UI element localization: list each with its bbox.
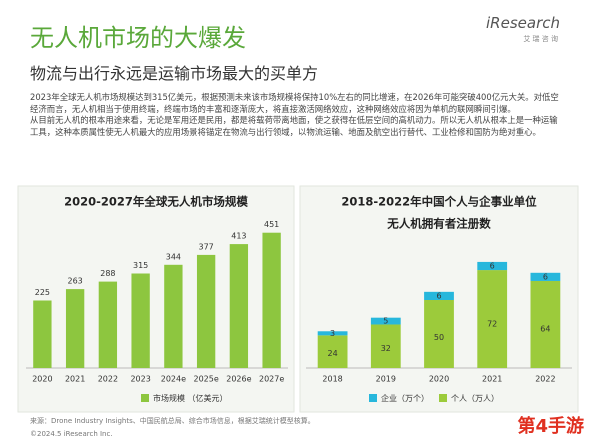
x-tick-label: 2019 xyxy=(376,375,396,384)
legend-label: 个人（万人） xyxy=(451,394,499,403)
x-tick-label: 2020 xyxy=(429,375,449,384)
bar xyxy=(477,270,508,368)
bar xyxy=(477,261,508,271)
legend-swatch xyxy=(141,394,149,402)
bar xyxy=(370,317,401,325)
x-tick-label: 2025e xyxy=(193,375,218,384)
data-label: 3 xyxy=(330,329,335,338)
logo-subtitle: 艾 瑞 咨 询 xyxy=(523,35,558,43)
data-label: 5 xyxy=(383,317,388,326)
data-label: 64 xyxy=(540,324,550,333)
legend-swatch xyxy=(369,394,377,402)
data-label: 377 xyxy=(198,242,213,251)
bar xyxy=(131,273,150,368)
bar xyxy=(98,281,118,368)
data-label: 32 xyxy=(381,344,391,353)
data-label: 50 xyxy=(434,333,444,342)
source: 来源：Drone Industry Insights、中国民航总局、综合市场信息… xyxy=(30,417,315,425)
data-label: 451 xyxy=(264,220,279,229)
data-label: 263 xyxy=(67,277,82,286)
bar xyxy=(370,324,401,368)
x-tick-label: 2020 xyxy=(32,375,52,384)
subtitle: 物流与出行永远是运输市场最大的买单方 xyxy=(30,64,319,83)
data-label: 6 xyxy=(490,262,495,271)
bar xyxy=(262,232,281,368)
chart-title: 无人机拥有者注册数 xyxy=(386,217,491,231)
data-label: 72 xyxy=(487,319,497,328)
paragraph: 从目前无人机的根本用途来看，无论是军用还是民用，都是将载荷带离地面，使之获得在低… xyxy=(30,115,558,137)
bar xyxy=(196,254,216,368)
x-tick-label: 2021 xyxy=(482,375,502,384)
bar xyxy=(164,264,183,368)
data-label: 6 xyxy=(436,291,441,300)
bar xyxy=(530,280,561,368)
bar xyxy=(229,244,249,368)
data-label: 24 xyxy=(328,349,338,358)
chart-title: 2020-2027年全球无人机市场规模 xyxy=(64,195,248,209)
data-label: 225 xyxy=(35,288,50,297)
x-tick-label: 2026e xyxy=(226,375,251,384)
bar xyxy=(424,291,454,300)
legend-swatch xyxy=(439,394,447,402)
data-label: 315 xyxy=(133,261,148,270)
x-tick-label: 2022 xyxy=(98,375,118,384)
data-label: 6 xyxy=(543,272,548,281)
data-label: 413 xyxy=(231,232,246,241)
x-tick-label: 2024e xyxy=(161,375,186,384)
legend-label: 市场规模 （亿美元） xyxy=(153,393,228,403)
body-text: 2023年全球无人机市场规模达到315亿美元，根据预测未来该市场规模将保持10%… xyxy=(30,92,564,138)
data-label: 288 xyxy=(100,269,115,278)
x-tick-label: 2023 xyxy=(130,375,150,384)
bar xyxy=(65,289,85,368)
logo: iResearch xyxy=(486,14,560,32)
bar xyxy=(317,331,348,336)
bar xyxy=(530,272,561,281)
chart-title: 2018-2022年中国个人与企事业单位 xyxy=(341,195,537,209)
panel xyxy=(17,185,295,413)
copyright: ©2024.5 iResearch Inc. xyxy=(30,430,113,438)
paragraph: 2023年全球无人机市场规模达到315亿美元，根据预测未来该市场规模将保持10%… xyxy=(30,92,559,114)
bar xyxy=(33,300,52,368)
x-tick-label: 2021 xyxy=(65,375,85,384)
x-tick-label: 2027e xyxy=(259,375,284,384)
title: 无人机市场的大爆发 xyxy=(30,24,246,52)
bar xyxy=(424,300,454,368)
legend-label: 企业（万个） xyxy=(381,393,429,403)
x-tick-label: 2022 xyxy=(535,375,555,384)
watermark: 第4手游 xyxy=(517,416,584,437)
x-tick-label: 2018 xyxy=(322,375,342,384)
bar xyxy=(317,335,348,368)
data-label: 344 xyxy=(166,252,181,261)
